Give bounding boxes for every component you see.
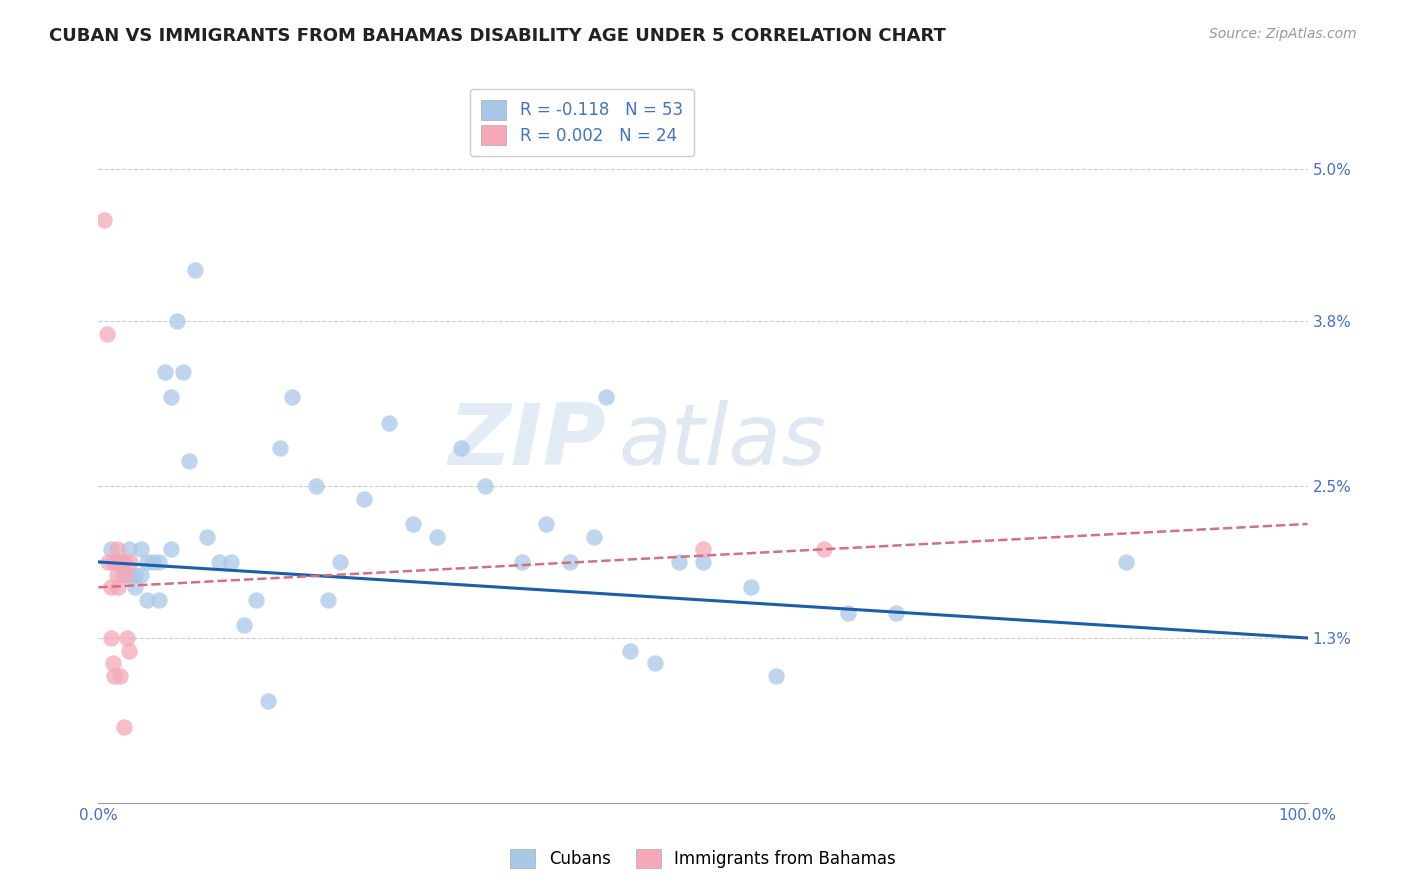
Point <box>101 555 124 569</box>
Text: CUBAN VS IMMIGRANTS FROM BAHAMAS DISABILITY AGE UNDER 5 CORRELATION CHART: CUBAN VS IMMIGRANTS FROM BAHAMAS DISABIL… <box>49 27 946 45</box>
Point <box>111 567 134 582</box>
Point <box>101 657 124 671</box>
Point <box>765 669 787 683</box>
Point <box>402 516 425 531</box>
Point <box>316 593 339 607</box>
Point <box>108 555 131 569</box>
Point <box>692 542 714 557</box>
Point <box>103 669 125 683</box>
Point <box>97 555 120 569</box>
Point <box>105 542 128 557</box>
Point <box>129 567 152 582</box>
Point <box>377 416 399 430</box>
Point <box>100 580 122 594</box>
Point <box>118 643 141 657</box>
Point <box>153 365 176 379</box>
Point <box>740 580 762 594</box>
Point <box>166 314 188 328</box>
Point <box>558 555 581 569</box>
Point <box>886 606 908 620</box>
Legend: R = -0.118   N = 53, R = 0.002   N = 24: R = -0.118 N = 53, R = 0.002 N = 24 <box>470 88 695 156</box>
Point <box>179 453 201 467</box>
Point <box>305 479 328 493</box>
Point <box>474 479 496 493</box>
Point <box>269 441 291 455</box>
Point <box>96 326 118 341</box>
Point <box>450 441 472 455</box>
Point <box>142 555 165 569</box>
Point <box>644 657 666 671</box>
Point <box>115 567 138 582</box>
Point <box>172 365 194 379</box>
Point <box>111 555 134 569</box>
Point <box>129 542 152 557</box>
Point <box>105 555 128 569</box>
Point <box>110 555 132 569</box>
Point <box>108 669 131 683</box>
Point <box>245 593 267 607</box>
Point <box>595 390 617 404</box>
Point <box>160 390 183 404</box>
Point <box>148 555 170 569</box>
Point <box>100 631 122 645</box>
Point <box>353 491 375 506</box>
Point <box>114 555 136 569</box>
Point <box>1115 555 1137 569</box>
Point <box>93 212 115 227</box>
Point <box>510 555 533 569</box>
Point <box>256 694 278 708</box>
Point <box>184 263 207 277</box>
Point <box>112 720 135 734</box>
Point <box>837 606 859 620</box>
Point <box>124 580 146 594</box>
Text: ZIP: ZIP <box>449 400 606 483</box>
Point <box>692 555 714 569</box>
Point <box>100 542 122 557</box>
Point <box>148 593 170 607</box>
Point <box>118 567 141 582</box>
Point <box>426 530 449 544</box>
Point <box>232 618 254 632</box>
Text: Source: ZipAtlas.com: Source: ZipAtlas.com <box>1209 27 1357 41</box>
Point <box>619 643 641 657</box>
Point <box>118 555 141 569</box>
Point <box>583 530 606 544</box>
Legend: Cubans, Immigrants from Bahamas: Cubans, Immigrants from Bahamas <box>503 842 903 875</box>
Point <box>135 555 157 569</box>
Point <box>221 555 243 569</box>
Point <box>160 542 183 557</box>
Point <box>195 530 218 544</box>
Point <box>813 542 835 557</box>
Point <box>135 593 157 607</box>
Point <box>208 555 231 569</box>
Point <box>668 555 690 569</box>
Point <box>105 567 128 582</box>
Point <box>534 516 557 531</box>
Point <box>124 567 146 582</box>
Point <box>117 631 139 645</box>
Point <box>107 580 129 594</box>
Point <box>111 555 134 569</box>
Point <box>281 390 304 404</box>
Point <box>329 555 352 569</box>
Text: atlas: atlas <box>619 400 827 483</box>
Point <box>108 555 131 569</box>
Point <box>118 542 141 557</box>
